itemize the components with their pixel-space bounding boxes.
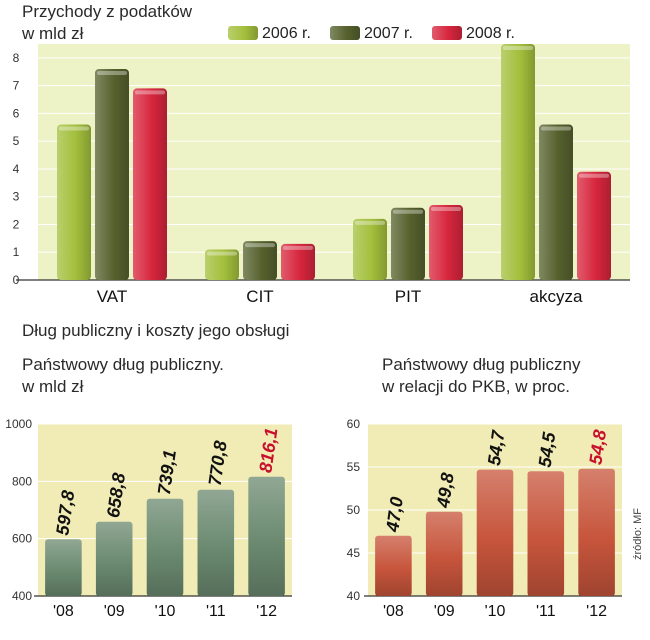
x-tick-label: '11 [536,603,556,620]
y-tick-label: 800 [12,474,32,488]
bar-highlight [541,126,571,131]
bar [248,476,285,596]
y-tick-label: 55 [347,460,361,474]
y-tick-label: 45 [347,546,361,560]
bar-highlight [97,70,127,75]
y-tick-label: 5 [13,134,20,148]
gdp-chart-title: Państwowy dług publiczny [382,355,581,374]
bar [476,469,514,596]
x-tick-label: '10 [155,603,176,620]
x-tick-label: '11 [206,603,226,620]
y-tick-label: 8 [13,51,20,65]
bar [205,249,239,280]
bar [539,124,573,281]
bar [577,171,611,280]
debt-chart-title: Państwowy dług publiczny. [22,355,224,374]
y-tick-label: 1 [13,245,20,259]
bar-highlight [245,243,275,248]
value-label: 54,7 [484,428,509,466]
y-tick-label: 1000 [5,417,32,431]
bar [57,124,91,281]
x-tick-label: akcyza [530,287,583,306]
gdp-chart: 40 45 50 55 60 47,0 '08 49,8 '09 54,7 '10 54,5 '11 54… [347,417,622,620]
bar [429,205,463,280]
bar [578,468,615,596]
x-tick-label: VAT [97,287,128,306]
bar-highlight [135,90,165,95]
x-tick-label: '08 [53,603,74,620]
bar [197,489,235,596]
value-label: 54,8 [585,428,610,465]
y-tick-label: 40 [347,589,361,603]
top-chart-title: Przychody z podatków [22,2,193,21]
bar [353,218,387,280]
bar [425,511,463,596]
bar [375,535,412,596]
x-tick-label: '09 [434,603,455,620]
y-tick-label: 7 [13,79,20,93]
debt-chart-subtitle: w mld zł [22,377,84,396]
y-tick-label: 400 [12,589,32,603]
legend-swatch [330,26,360,40]
bar [146,498,184,596]
bar [95,521,133,596]
legend-swatch [432,26,462,40]
value-label: 49,8 [433,471,458,509]
bar [243,241,277,280]
y-tick-label: 2 [13,217,20,231]
x-tick-label: PIT [395,287,421,306]
source-note: źródło: MF [632,508,644,560]
bar [501,44,535,280]
bar-highlight [503,46,533,50]
bar-highlight [431,207,461,212]
y-tick-label: 600 [12,532,32,546]
y-tick-label: 6 [13,106,20,120]
x-tick-label: '12 [586,603,607,620]
value-label: 54,5 [535,430,560,468]
x-tick-label: '09 [104,603,125,620]
bar-highlight [283,245,313,250]
bar [281,243,315,280]
bar-highlight [579,173,609,178]
legend-swatch [228,26,258,40]
bar-highlight [393,209,423,214]
value-label: 47,0 [382,496,407,534]
bar-highlight [355,220,385,225]
bar [45,539,82,596]
bar-highlight [59,126,89,131]
legend-label: 2006 r. [262,25,311,42]
bar [527,471,565,596]
top-chart-subtitle: w mld zł [22,24,84,43]
x-tick-label: '12 [256,603,277,620]
x-tick-label: '08 [383,603,404,620]
bar [133,88,167,281]
gdp-chart-subtitle: w relacji do PKB, w proc. [382,377,571,396]
y-tick-label: 60 [347,417,361,431]
bar-highlight [207,251,237,256]
legend-label: 2007 r. [364,25,413,42]
bar [391,207,425,280]
debt-chart: 4006008001000597,8'08658,8'09739,1'10770… [5,417,292,620]
bar [95,68,129,280]
y-tick-label: 50 [347,503,361,517]
y-tick-label: 4 [13,162,20,176]
section-title: Dług publiczny i koszty jego obsługi [22,321,290,340]
legend-label: 2008 r. [466,25,515,42]
x-tick-label: '10 [485,603,506,620]
x-tick-label: CIT [246,287,273,306]
y-tick-label: 3 [13,190,20,204]
